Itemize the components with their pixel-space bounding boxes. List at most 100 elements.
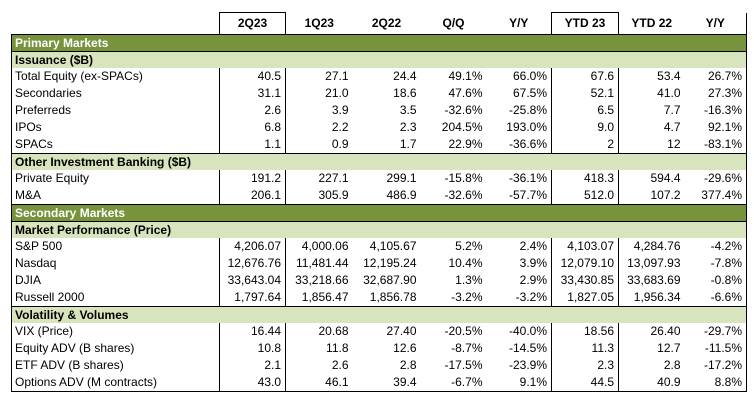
table-cell: 27.40 (386, 324, 417, 338)
row-label: VIX (Price) (11, 323, 220, 340)
row-label: IPOs (11, 119, 220, 136)
section-header-row: Primary Markets (11, 34, 747, 52)
row-label: Total Equity (ex-SPACs) (11, 68, 220, 85)
table-cell: 1,956.34 (633, 290, 681, 304)
table-cell: -0.8% (684, 272, 747, 289)
table-cell: 2.9% (486, 272, 552, 289)
table-cell: 67.5% (486, 85, 552, 102)
table-cell: 10.4% (448, 256, 483, 270)
table-row: ETF ADV (B shares) 2.1 2.6 2.8 -17.5% -23.9% 2… (11, 357, 747, 374)
column-header: Y/Y (509, 15, 529, 30)
table-cell: 8.8% (684, 374, 747, 392)
table-cell: 12.6 (393, 341, 417, 355)
subsection-header-row: Issuance ($B) (11, 51, 747, 68)
table-cell: -3.2% (451, 290, 483, 304)
subsection-header-row: Market Performance (Price) (11, 221, 747, 238)
table-row: Options ADV (M contracts) 43.0 46.1 39.4 -6.… (11, 374, 747, 392)
table-row: IPOs 6.8 2.2 2.3 204.5% 193.0% 9.0 4.7 92.1% (11, 119, 747, 136)
table-cell: 20.68 (318, 324, 349, 338)
table-cell: 191.2 (219, 170, 286, 187)
table-cell: 5.2% (455, 239, 483, 253)
table-cell: 227.1 (318, 171, 349, 185)
table-cell: 2.2 (331, 120, 349, 134)
table-cell: -8.7% (451, 341, 483, 355)
table-cell: -29.6% (684, 170, 747, 187)
table-cell: 2.8 (399, 358, 417, 372)
subsection-title: Issuance ($B) (11, 51, 747, 68)
table-cell: -16.3% (684, 102, 747, 119)
table-cell: 2.3 (399, 120, 417, 134)
row-label: Secondaries (11, 85, 220, 102)
table-cell: 305.9 (318, 188, 349, 202)
table-row: Russell 2000 1,797.64 1,856.47 1,856.78 -3.2… (11, 289, 747, 307)
table-cell: 11.8 (326, 341, 349, 355)
column-header: 2Q23 (219, 12, 286, 35)
table-cell: -25.8% (486, 102, 552, 119)
row-label: Options ADV (M contracts) (11, 374, 220, 392)
table-cell: 2 (551, 136, 619, 154)
table-cell: 486.9 (386, 188, 417, 202)
market-stats-table-container: 2Q23 1Q23 2Q22 Q/Q Y/Y YTD 23 YTD 22 Y/Y Primary… (11, 12, 747, 392)
row-label: Preferreds (11, 102, 220, 119)
table-cell: 107.2 (650, 188, 681, 202)
table-cell: 512.0 (551, 187, 619, 205)
table-cell: 6.5 (551, 102, 619, 119)
table-cell: 3.5 (399, 103, 417, 117)
table-cell: -29.7% (684, 323, 747, 340)
table-cell: -6.7% (420, 374, 487, 392)
table-cell: 33,683.69 (627, 273, 681, 287)
table-cell: 39.4 (352, 374, 421, 392)
table-cell: 377.4% (684, 187, 747, 205)
table-cell: 1,797.64 (219, 289, 286, 307)
row-label: SPACs (11, 136, 220, 154)
table-cell: 40.9 (618, 374, 685, 392)
table-cell: 9.0 (551, 119, 619, 136)
row-label: DJIA (11, 272, 220, 289)
table-cell: 594.4 (650, 171, 681, 185)
subsection-header-row: Other Investment Banking ($B) (11, 153, 747, 170)
table-row: Total Equity (ex-SPACs) 40.5 27.1 24.4 49.1%… (11, 68, 747, 85)
table-cell: 92.1% (684, 119, 747, 136)
table-cell: 33,643.04 (219, 272, 286, 289)
table-cell: 11,481.44 (296, 256, 349, 270)
table-cell: 4,000.06 (301, 239, 349, 253)
column-header: Y/Y (684, 12, 747, 35)
row-label: Russell 2000 (11, 289, 220, 307)
header-row: 2Q23 1Q23 2Q22 Q/Q Y/Y YTD 23 YTD 22 Y/Y (11, 12, 747, 35)
table-cell: 3.9% (486, 255, 552, 272)
table-cell: 4.7 (663, 120, 681, 134)
table-cell: 3.9 (331, 103, 349, 117)
table-cell: 12 (667, 137, 681, 151)
subsection-title: Volatility & Volumes (11, 306, 747, 323)
column-header: YTD 23 (551, 12, 619, 35)
row-label: M&A (11, 187, 220, 205)
table-row: Nasdaq 12,676.76 11,481.44 12,195.24 10.4% 3.… (11, 255, 747, 272)
table-cell: 27.3% (684, 85, 747, 102)
table-cell: 193.0% (486, 119, 552, 136)
table-cell: -36.6% (486, 136, 552, 154)
table-cell: 7.7 (663, 103, 681, 117)
table-row: M&A 206.1 305.9 486.9 -32.6% -57.7% 512.0 107.2… (11, 187, 747, 205)
table-cell: 418.3 (551, 170, 619, 187)
table-cell: 2.4% (486, 238, 552, 255)
table-cell: -15.8% (444, 171, 483, 185)
table-cell: 12,676.76 (219, 255, 286, 272)
table-cell: 4,103.07 (551, 238, 619, 255)
table-cell: -7.8% (684, 255, 747, 272)
table-cell: 18.56 (551, 323, 619, 340)
table-cell: 66.0% (486, 68, 552, 85)
table-row: Private Equity 191.2 227.1 299.1 -15.8% -36.1… (11, 170, 747, 187)
section-header-row: Secondary Markets (11, 204, 747, 222)
table-cell: 1.3% (455, 273, 483, 287)
column-header: Q/Q (442, 15, 465, 30)
table-cell: 299.1 (386, 171, 417, 185)
table-cell: 43.0 (219, 374, 286, 392)
section-title: Secondary Markets (11, 204, 747, 222)
table-cell: 2.6 (331, 358, 349, 372)
table-cell: 40.5 (219, 68, 286, 85)
table-cell: -17.5% (444, 358, 483, 372)
table-cell: -4.2% (684, 238, 747, 255)
column-header: 1Q23 (304, 15, 334, 30)
table-cell: -6.6% (684, 289, 747, 307)
table-cell: 2.8 (663, 358, 681, 372)
